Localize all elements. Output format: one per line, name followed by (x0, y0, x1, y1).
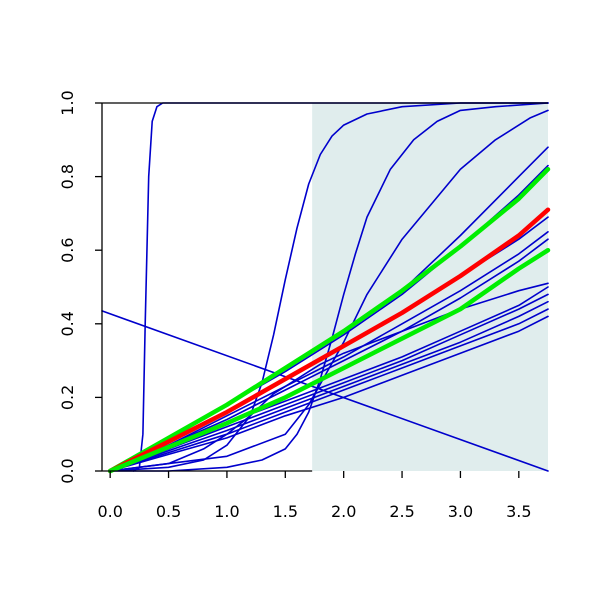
series-line-blue-5 (101, 310, 549, 472)
y-tick-label: 0.4 (58, 311, 77, 336)
series-line-blue-2 (109, 102, 549, 472)
axis-layer: 0.0 0.5 1.0 1.5 2.0 2.5 3.0 3.5 0.0 0.2 0.4 0.6 0.8 1… (58, 90, 548, 521)
series-line-blue-14 (109, 308, 549, 472)
y-tick-label: 0.6 (58, 237, 77, 262)
series-layer (101, 102, 551, 474)
y-tick-label: 1.0 (58, 90, 77, 115)
series-line-blue-15 (109, 315, 549, 472)
x-tick-label: 2.5 (389, 502, 414, 521)
series-line-blue-9 (109, 231, 549, 472)
x-tick-label: 1.5 (273, 502, 298, 521)
shaded-region-layer (312, 103, 548, 471)
x-tick-label: 1.0 (214, 502, 239, 521)
series-line-blue-3 (109, 102, 549, 472)
shaded-region (312, 103, 548, 471)
series-line-blue-4 (109, 109, 549, 472)
x-tick-label: 0.0 (97, 502, 122, 521)
series-line-blue-13 (109, 300, 549, 472)
x-tick-label: 2.0 (331, 502, 356, 521)
x-tick-label: 0.5 (156, 502, 181, 521)
series-line-red-18 (107, 207, 551, 474)
y-tick-label: 0.0 (58, 458, 77, 483)
x-tick-label: 3.5 (506, 502, 531, 521)
x-tick-label: 3.0 (448, 502, 473, 521)
y-tick-label: 0.2 (58, 385, 77, 410)
series-line-green-17 (107, 166, 551, 474)
series-line-blue-10 (109, 238, 549, 472)
series-line-green-19 (107, 247, 551, 474)
y-tick-label: 0.8 (58, 164, 77, 189)
